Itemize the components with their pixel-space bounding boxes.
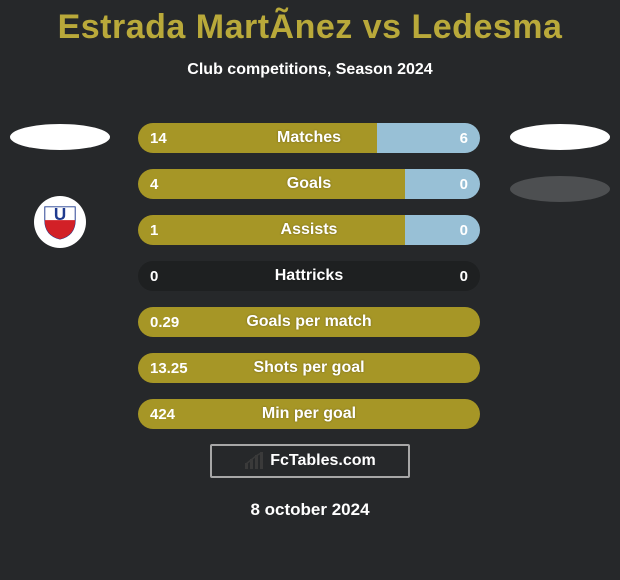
stat-label: Min per goal [138, 399, 480, 429]
stat-row: 40Goals [138, 169, 480, 199]
stat-row: 10Assists [138, 215, 480, 245]
subtitle: Club competitions, Season 2024 [0, 61, 620, 79]
club-badge-letter: U [54, 205, 66, 224]
stat-row: 0.29Goals per match [138, 307, 480, 337]
club-badge: U [34, 196, 86, 248]
stat-label: Matches [138, 123, 480, 153]
chart-icon [244, 451, 266, 471]
player1-badge-top [10, 124, 110, 150]
page-title: Estrada MartÃ­nez vs Ledesma [0, 0, 620, 47]
stat-label: Goals per match [138, 307, 480, 337]
stat-label: Hattricks [138, 261, 480, 291]
footer-brand-box: FcTables.com [210, 444, 410, 478]
stat-label: Goals [138, 169, 480, 199]
stat-row: 00Hattricks [138, 261, 480, 291]
club-shield-icon: U [41, 203, 79, 241]
footer-brand-text: FcTables.com [270, 452, 376, 470]
stat-label: Shots per goal [138, 353, 480, 383]
footer-date: 8 october 2024 [0, 500, 620, 520]
stat-row: 424Min per goal [138, 399, 480, 429]
stats-container: 146Matches 40Goals 10Assists 00Hattricks 0.2… [138, 123, 480, 445]
player2-badge-top [510, 124, 610, 150]
stat-row: 13.25Shots per goal [138, 353, 480, 383]
stat-label: Assists [138, 215, 480, 245]
player2-badge-second [510, 176, 610, 202]
stat-row: 146Matches [138, 123, 480, 153]
